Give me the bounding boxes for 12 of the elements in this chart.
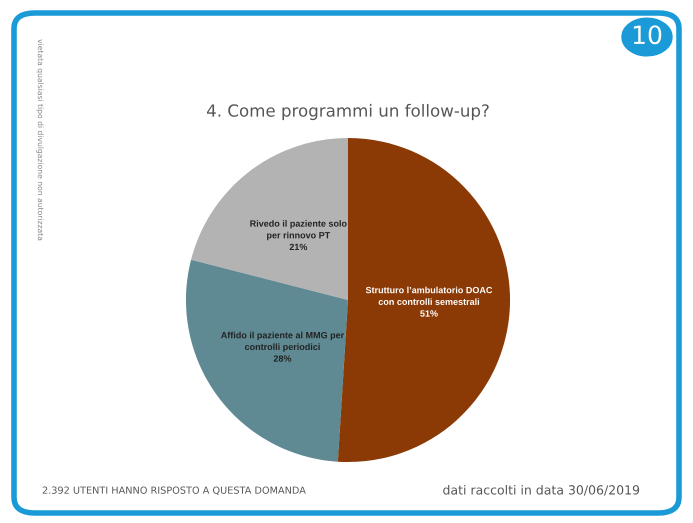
data-label: 28% [274,355,292,362]
data-label: 21% [290,244,308,250]
chart-title: 4. Come programmi un follow-up? [206,104,489,120]
text: 10 [634,25,662,44]
data-label: 51% [420,310,438,317]
slice-label: Rivedo il paziente solo per rinnovo PT [250,220,347,240]
pie-slice [191,138,348,300]
text: 2.392 UTENTI HANNO RISPOSTO A QUESTA DOMANDA [42,486,306,495]
pie-slice [186,260,348,462]
text: dati raccolti in data 30/06/2019 [443,484,640,496]
slice-label: Strutturo l’ambulatorio DOAC con controlli semestrali [366,286,492,305]
slice-label: Affido il paziente al MMG per controlli periodici [220,332,344,352]
